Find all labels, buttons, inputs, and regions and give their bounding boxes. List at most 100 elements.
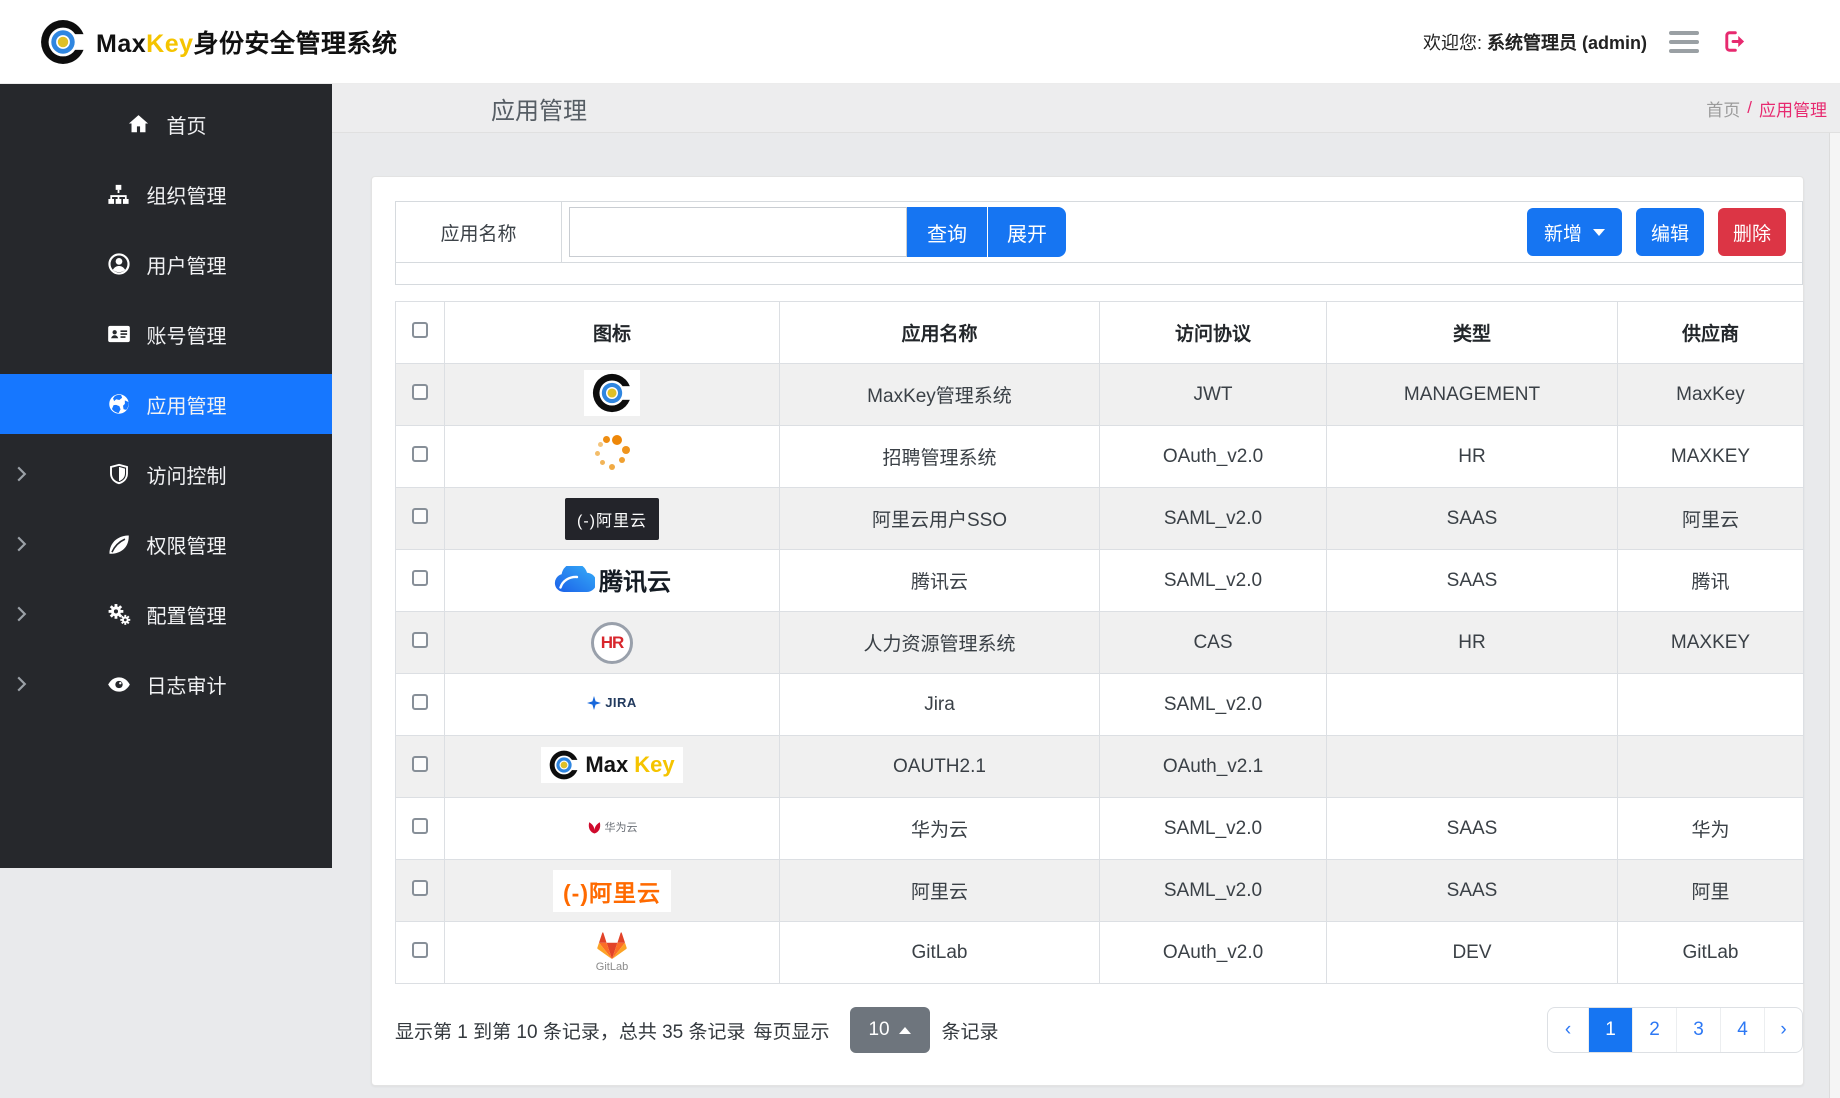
sidebar-item-label: 首页: [166, 115, 207, 138]
chevron-right-icon: [16, 605, 27, 623]
pager-page-3[interactable]: 3: [1676, 1008, 1720, 1052]
col-header-name: 应用名称: [779, 301, 1100, 364]
expand-button[interactable]: 展开: [988, 207, 1066, 257]
pager-page-4[interactable]: 4: [1720, 1008, 1764, 1052]
menu-toggle-icon[interactable]: [1669, 30, 1699, 53]
gitlab-logo-icon: GitLab: [596, 932, 628, 973]
page-titlebar: 应用管理 首页 / 应用管理: [332, 84, 1840, 133]
sidebar-item-access[interactable]: 访问控制: [0, 444, 332, 504]
leaf-icon: [106, 531, 132, 557]
caret-down-icon: [1593, 228, 1605, 236]
row-checkbox[interactable]: [412, 879, 428, 896]
chevron-right-icon: [16, 535, 27, 553]
sidebar-item-app[interactable]: 应用管理: [0, 374, 332, 434]
row-checkbox[interactable]: [412, 507, 428, 524]
table-row[interactable]: 华为云 华为云 SAML_v2.0 SAAS 华为: [395, 797, 1804, 860]
pagination-summary: 显示第 1 到第 10 条记录，总共 35 条记录: [395, 1021, 746, 1043]
table-header-row: 图标 应用名称 访问协议 类型 供应商: [395, 301, 1804, 364]
pager-page-1[interactable]: 1: [1588, 1008, 1632, 1052]
sidebar-item-config[interactable]: 配置管理: [0, 584, 332, 644]
table-row[interactable]: (-)阿里云 阿里云 SAML_v2.0 SAAS 阿里: [395, 859, 1804, 922]
brand-title: MaxKey身份安全管理系统: [96, 29, 398, 58]
sitemap-icon: [106, 181, 132, 207]
app-name-input[interactable]: [569, 207, 907, 257]
caret-up-icon: [898, 1026, 911, 1034]
per-page-select[interactable]: 10: [849, 1007, 930, 1053]
chevron-right-icon: [16, 465, 27, 483]
globe-icon: [106, 391, 132, 417]
col-header-icon: 图标: [444, 301, 780, 364]
filter-panel: 应用名称 查询 展开 新增 编辑 删除: [395, 201, 1803, 285]
row-checkbox[interactable]: [412, 631, 428, 648]
table-row[interactable]: MaxKey管理系统 JWT MANAGEMENT MaxKey: [395, 363, 1804, 426]
aliyun-orange-logo-icon: (-)阿里云: [553, 869, 671, 912]
jira-logo-icon: JIRA: [587, 695, 637, 710]
eye-icon: [106, 671, 132, 697]
pagination-bar: 显示第 1 到第 10 条记录，总共 35 条记录 每页显示 10 条记录 ‹ …: [395, 1007, 1803, 1053]
pager-page-2[interactable]: 2: [1632, 1008, 1676, 1052]
row-checkbox[interactable]: [412, 817, 428, 834]
table-row[interactable]: 腾讯云 腾讯云 SAML_v2.0 SAAS 腾讯: [395, 549, 1804, 612]
col-header-type: 类型: [1326, 301, 1618, 364]
sidebar-item-label: 用户管理: [146, 255, 227, 278]
row-checkbox[interactable]: [412, 569, 428, 586]
sidebar-item-account[interactable]: 账号管理: [0, 304, 332, 364]
orange-spinner-icon: [591, 433, 633, 475]
sidebar-item-audit[interactable]: 日志审计: [0, 654, 332, 714]
table-row[interactable]: GitLab GitLab OAuth_v2.0 DEV GitLab: [395, 921, 1804, 984]
search-button[interactable]: 查询: [907, 207, 987, 257]
app-header: MaxKey身份安全管理系统 欢迎您: 系统管理员 (admin): [0, 0, 1840, 84]
col-header-vendor: 供应商: [1617, 301, 1804, 364]
breadcrumb-home-link[interactable]: 首页: [1706, 100, 1741, 120]
sidebar-item-label: 应用管理: [146, 395, 227, 418]
home-icon: [126, 111, 152, 137]
sidebar-item-label: 日志审计: [146, 675, 227, 698]
cogs-icon: [106, 601, 132, 627]
row-checkbox[interactable]: [412, 941, 428, 958]
breadcrumb: 首页 / 应用管理: [1706, 96, 1827, 121]
app-name-label: 应用名称: [396, 202, 562, 262]
welcome-text: 欢迎您: 系统管理员 (admin): [1422, 32, 1647, 53]
sidebar-item-label: 访问控制: [146, 465, 227, 488]
row-checkbox[interactable]: [412, 445, 428, 462]
breadcrumb-separator: /: [1747, 98, 1752, 117]
table-row[interactable]: Max Key OAUTH2.1 OAuth_v2.1: [395, 735, 1804, 798]
scrollbar-track[interactable]: [1829, 133, 1840, 1098]
maxkey-logo-icon: [584, 370, 640, 416]
table-row[interactable]: JIRA Jira SAML_v2.0: [395, 673, 1804, 736]
hr-logo-icon: HR: [591, 621, 633, 664]
table-row[interactable]: (-)阿里云 阿里云用户SSO SAML_v2.0 SAAS 阿里云: [395, 487, 1804, 550]
table-row[interactable]: HR 人力资源管理系统 CAS HR MAXKEY: [395, 611, 1804, 674]
sidebar-item-org[interactable]: 组织管理: [0, 164, 332, 224]
row-checkbox[interactable]: [412, 693, 428, 710]
edit-button[interactable]: 编辑: [1636, 208, 1704, 256]
sidebar-item-label: 配置管理: [146, 605, 227, 628]
pager-prev-button[interactable]: ‹: [1564, 1019, 1572, 1040]
brand: MaxKey身份安全管理系统: [40, 19, 398, 65]
row-checkbox[interactable]: [412, 755, 428, 772]
per-page-suffix: 条记录: [941, 1021, 999, 1043]
table-row[interactable]: 招聘管理系统 OAuth_v2.0 HR MAXKEY: [395, 425, 1804, 488]
per-page-prefix: 每页显示: [753, 1021, 830, 1043]
sidebar-item-label: 组织管理: [146, 185, 227, 208]
maxkey-logo-icon: [41, 19, 86, 64]
add-button[interactable]: 新增: [1526, 208, 1622, 256]
content-card: 应用名称 查询 展开 新增 编辑 删除: [371, 176, 1804, 1086]
shield-icon: [106, 461, 132, 487]
tencent-cloud-logo-icon: 腾讯云: [553, 562, 671, 597]
filter-extra-row: [396, 262, 1802, 284]
user-circle-icon: [106, 251, 132, 277]
row-checkbox[interactable]: [412, 383, 428, 400]
delete-button[interactable]: 删除: [1718, 208, 1786, 256]
sidebar-item-label: 账号管理: [146, 325, 227, 348]
id-card-icon: [106, 321, 132, 347]
select-all-checkbox[interactable]: [412, 321, 428, 338]
pager-next-button[interactable]: ›: [1764, 1008, 1802, 1052]
sidebar-item-user[interactable]: 用户管理: [0, 234, 332, 294]
sidebar-item-home[interactable]: 首页: [0, 94, 332, 154]
sidebar-item-perm[interactable]: 权限管理: [0, 514, 332, 574]
chevron-right-icon: [16, 675, 27, 693]
col-header-protocol: 访问协议: [1099, 301, 1327, 364]
logout-icon[interactable]: [1721, 29, 1748, 54]
